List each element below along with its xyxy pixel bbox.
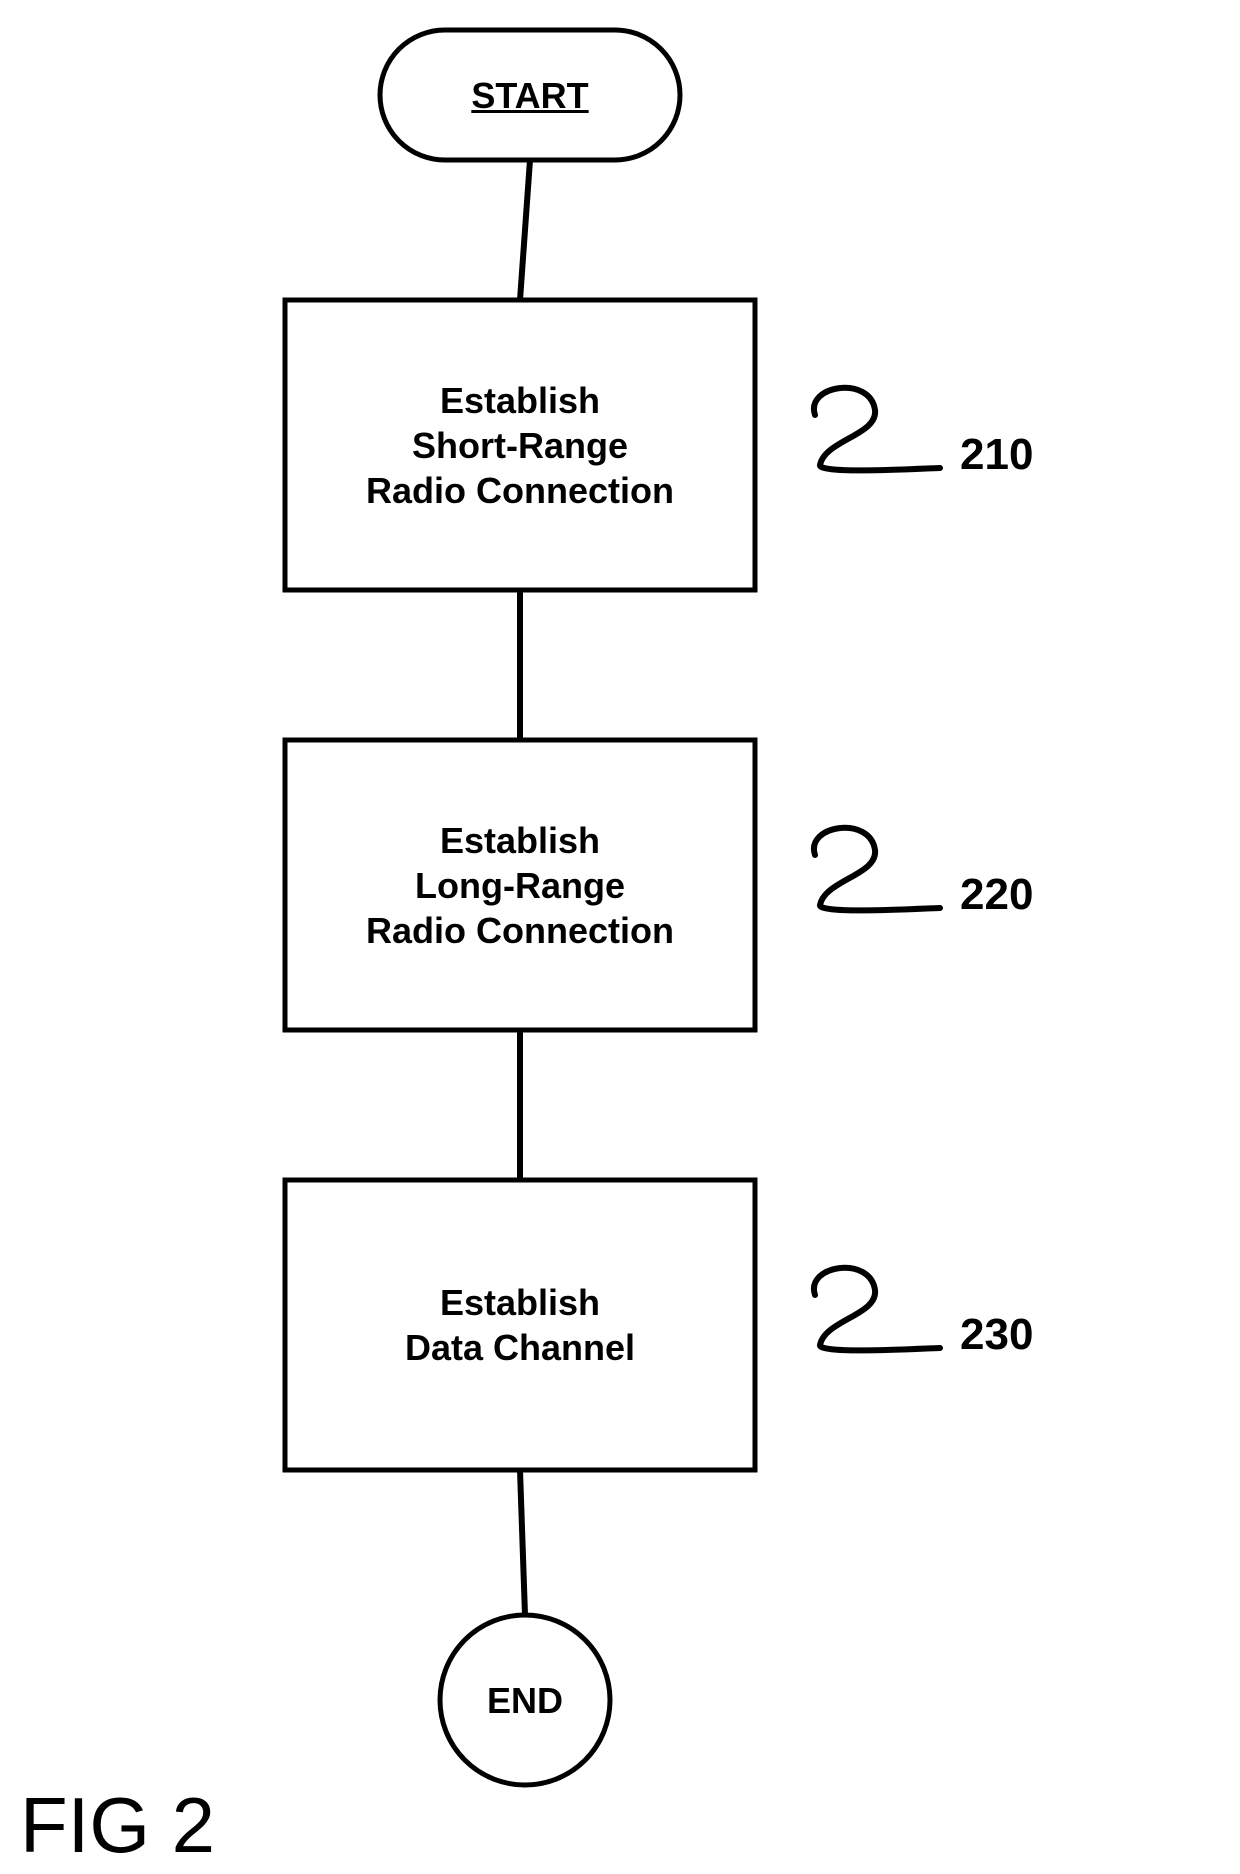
node-label-end: END xyxy=(440,1615,610,1785)
ref-label-220: 220 xyxy=(960,870,1033,920)
ref-label-230: 230 xyxy=(960,1310,1033,1360)
node-label-n220: Establish Long-Range Radio Connection xyxy=(285,740,755,1030)
node-label-n230: Establish Data Channel xyxy=(285,1180,755,1470)
node-label-start: START xyxy=(380,30,680,160)
ref-label-210: 210 xyxy=(960,430,1033,480)
flowchart-canvas: START Establish Short-Range Radio Connect… xyxy=(0,0,1240,1874)
node-label-n210: Establish Short-Range Radio Connection xyxy=(285,300,755,590)
figure-label: FIG 2 xyxy=(20,1780,215,1871)
